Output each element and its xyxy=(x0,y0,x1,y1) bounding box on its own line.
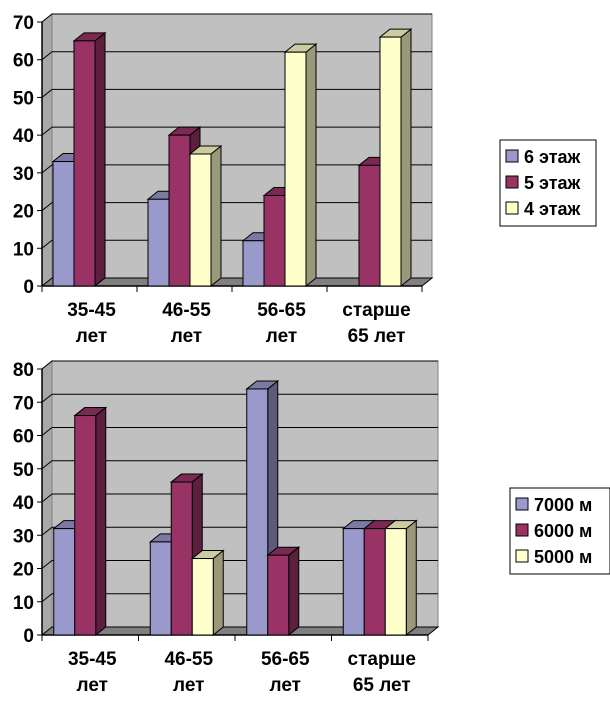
c2-gridline xyxy=(41,526,438,536)
c1-y-tick-label: 40 xyxy=(13,126,34,147)
c2-x-tick-label: лет xyxy=(270,675,301,696)
c1-bar-2 xyxy=(263,194,286,287)
c1-x-tick-label: лет xyxy=(76,326,107,347)
c2-legend-label: 7000 м xyxy=(534,495,592,515)
chart-altitude: 0 10 20 30 40 50 60 70 80 35-45 лет 46-55 лет 56-65 ле… xyxy=(0,349,610,698)
c1-y-tick-label: 50 xyxy=(13,88,34,109)
c2-bar-2 xyxy=(74,415,97,636)
c2-legend-swatch xyxy=(515,497,529,511)
c2-x-tick-label: лет xyxy=(77,675,108,696)
c1-bar-3 xyxy=(379,36,402,287)
c2-y-tick-label: 60 xyxy=(13,427,34,448)
c1-side-wall xyxy=(41,12,53,288)
c2-gridline xyxy=(41,427,438,436)
chart-floors: 0 10 20 30 40 50 60 70 35-45 лет 46-55 лет 56-65 лет с… xyxy=(0,0,610,349)
c2-bar-1 xyxy=(246,388,269,636)
c1-legend-label: 5 этаж xyxy=(524,173,581,193)
c2-y-tick-label: 20 xyxy=(13,560,34,581)
c1-legend-label: 4 этаж xyxy=(524,199,581,219)
c1-legend-swatch xyxy=(505,175,519,189)
c1-x-tick-label: 56-65 xyxy=(257,300,306,321)
c1-bar-3 xyxy=(189,153,212,287)
c1-y-tick-label: 0 xyxy=(23,277,34,298)
c1-bar-3 xyxy=(284,51,307,287)
c2-y-tick-label: 80 xyxy=(13,360,34,381)
c1-bar-side xyxy=(305,43,317,288)
c2-x-tick-label: лет xyxy=(173,675,204,696)
c2-bar-1 xyxy=(342,528,365,636)
c2-x-tick-label: старше xyxy=(348,649,416,670)
c2-gridline xyxy=(41,560,438,569)
c1-x-tick-label: лет xyxy=(171,326,202,347)
chart-altitude-svg: 0 10 20 30 40 50 60 70 80 35-45 лет 46-55 лет 56-65 ле… xyxy=(13,359,610,696)
c2-bar-2 xyxy=(170,481,193,636)
c1-bar-2 xyxy=(358,164,381,287)
c2-legend-swatch xyxy=(515,523,529,537)
c2-legend-swatch xyxy=(515,549,529,563)
chart-floors-svg: 0 10 20 30 40 50 60 70 35-45 лет 46-55 лет 56-65 лет с… xyxy=(13,12,597,347)
c2-y-tick-label: 0 xyxy=(23,626,34,647)
c2-x-tick-label: 65 лет xyxy=(353,675,411,696)
c2-x-tick-label: 56-65 xyxy=(261,649,310,670)
c1-legend-swatch xyxy=(505,201,519,215)
c1-x-tick-label: лет xyxy=(266,326,297,347)
c2-y-tick-label: 40 xyxy=(13,493,34,514)
c2-bar-side xyxy=(95,406,107,637)
c2-gridline xyxy=(41,460,438,470)
c2-legend-label: 5000 м xyxy=(534,547,592,567)
c1-y-tick-label: 20 xyxy=(13,202,34,223)
c2-bar-3 xyxy=(384,528,407,636)
c1-bar-2 xyxy=(168,134,191,287)
c2-gridline xyxy=(41,593,438,603)
c2-bar-3 xyxy=(191,558,214,636)
c1-bar-2 xyxy=(73,40,96,287)
c1-bar-side xyxy=(400,28,412,288)
c2-bar-side xyxy=(288,546,300,637)
c2-bar-2 xyxy=(267,554,290,636)
c2-bar-2 xyxy=(363,528,386,636)
c2-legend-label: 6000 м xyxy=(534,521,592,541)
c2-y-tick-label: 50 xyxy=(13,460,34,481)
c2-y-tick-label: 10 xyxy=(13,593,34,614)
c1-y-tick-label: 60 xyxy=(13,51,34,72)
c1-x-tick-label: 65 лет xyxy=(348,326,406,347)
c2-gridline xyxy=(41,360,438,370)
c1-bar-1 xyxy=(242,240,265,287)
c1-bar-1 xyxy=(147,198,170,287)
c1-legend-label: 6 этаж xyxy=(524,147,581,167)
c2-bar-side xyxy=(405,519,417,637)
c1-y-tick-label: 10 xyxy=(13,239,34,260)
c1-bar-side xyxy=(210,144,222,288)
c1-bar-1 xyxy=(52,161,75,287)
c1-x-tick-label: 35-45 xyxy=(67,300,116,321)
c1-x-tick-label: старше xyxy=(342,300,410,321)
c2-gridline xyxy=(41,393,438,403)
c1-gridline xyxy=(41,13,432,23)
c2-bar-side xyxy=(212,549,224,637)
c1-y-tick-label: 70 xyxy=(13,13,34,34)
c2-bar-1 xyxy=(53,528,76,636)
c2-y-tick-label: 70 xyxy=(13,393,34,414)
c2-gridline xyxy=(41,493,438,503)
c1-legend-swatch xyxy=(505,149,519,163)
c2-bar-1 xyxy=(149,541,172,636)
c1-bar-side xyxy=(94,31,106,288)
c2-x-tick-label: 35-45 xyxy=(68,649,117,670)
c1-y-tick-label: 30 xyxy=(13,164,34,185)
c2-x-tick-label: 46-55 xyxy=(164,649,213,670)
c2-y-tick-label: 30 xyxy=(13,526,34,547)
c1-x-tick-label: 46-55 xyxy=(162,300,211,321)
